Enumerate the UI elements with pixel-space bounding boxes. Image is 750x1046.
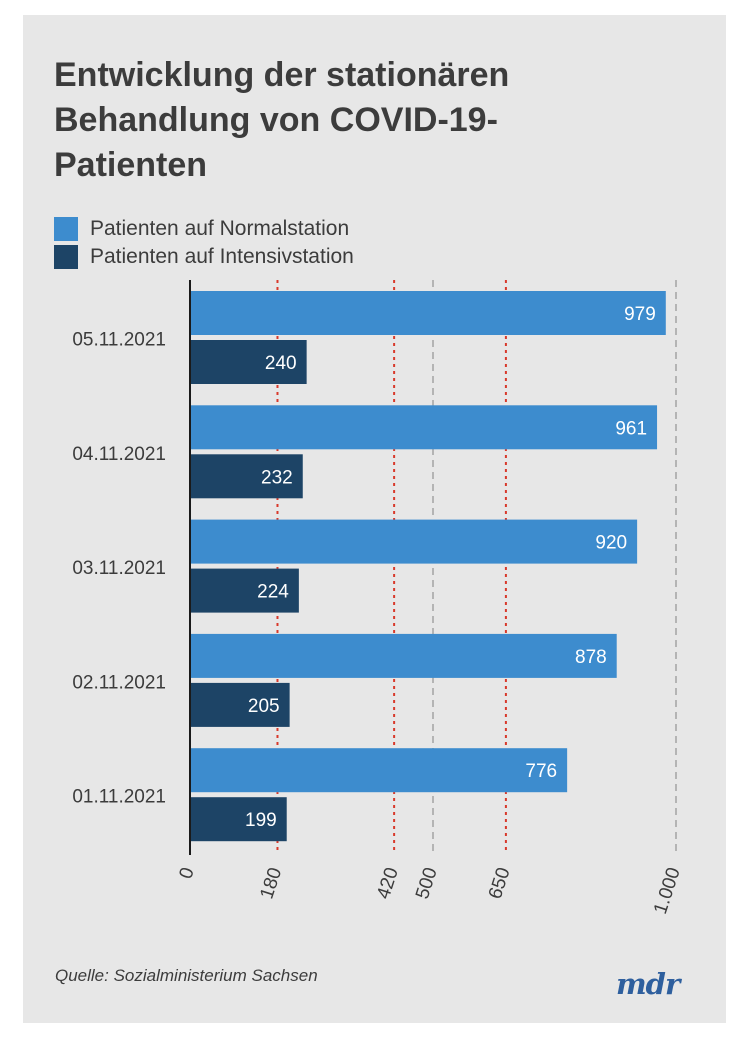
data-label-intensiv-01.11.2021: 199 (245, 810, 277, 831)
data-label-intensiv-03.11.2021: 224 (257, 582, 289, 603)
x-tick-label-500: 500 (412, 865, 442, 902)
chart-title: Entwicklung der stationären Behandlung v… (54, 56, 510, 184)
bar-normal-04.11.2021 (190, 405, 658, 450)
legend-label-intensivstation: Patienten auf Intensivstation (90, 245, 354, 268)
x-tick-label-0: 0 (176, 865, 199, 882)
bar-normal-02.11.2021 (190, 633, 617, 678)
x-tick-label-650: 650 (485, 865, 515, 902)
bar-normal-05.11.2021 (190, 291, 666, 335)
bar-intensiv-05.11.2021 (190, 340, 307, 384)
bar-intensiv-01.11.2021 (190, 797, 287, 842)
bar-normal-03.11.2021 (190, 519, 638, 564)
data-label-intensiv-05.11.2021: 240 (265, 353, 297, 374)
x-tick-label-420: 420 (373, 865, 403, 902)
legend-item-intensivstation: Patienten auf Intensivstation (54, 244, 354, 270)
data-label-normal-02.11.2021: 878 (575, 647, 607, 668)
chart-card: Entwicklung der stationären Behandlung v… (23, 15, 726, 1023)
category-label-04.11.2021: 04.11.2021 (72, 444, 166, 465)
x-tick-label-1000: 1.000 (650, 865, 685, 917)
bar-intensiv-04.11.2021 (190, 454, 303, 499)
source-note: Quelle: Sozialministerium Sachsen (55, 966, 318, 985)
bar-intensiv-02.11.2021 (190, 682, 290, 727)
mdr-logo: mdr (616, 967, 680, 1001)
data-label-intensiv-02.11.2021: 205 (248, 696, 280, 717)
category-label-03.11.2021: 03.11.2021 (72, 558, 166, 579)
legend-swatch-intensivstation (54, 245, 78, 269)
legend-item-normalstation: Patienten auf Normalstation (54, 216, 349, 242)
legend-swatch-normalstation (54, 217, 78, 241)
category-label-01.11.2021: 01.11.2021 (72, 787, 166, 808)
x-tick-label-180: 180 (256, 865, 286, 902)
data-label-normal-05.11.2021: 979 (624, 304, 656, 325)
data-label-intensiv-04.11.2021: 232 (261, 467, 293, 488)
data-label-normal-01.11.2021: 776 (525, 761, 557, 782)
category-label-02.11.2021: 02.11.2021 (72, 672, 166, 693)
legend-label-normalstation: Patienten auf Normalstation (90, 217, 350, 240)
data-label-normal-03.11.2021: 920 (595, 533, 627, 554)
bar-intensiv-03.11.2021 (190, 568, 299, 613)
category-label-05.11.2021: 05.11.2021 (72, 330, 166, 351)
data-label-normal-04.11.2021: 961 (615, 418, 647, 439)
bar-normal-01.11.2021 (190, 748, 568, 793)
